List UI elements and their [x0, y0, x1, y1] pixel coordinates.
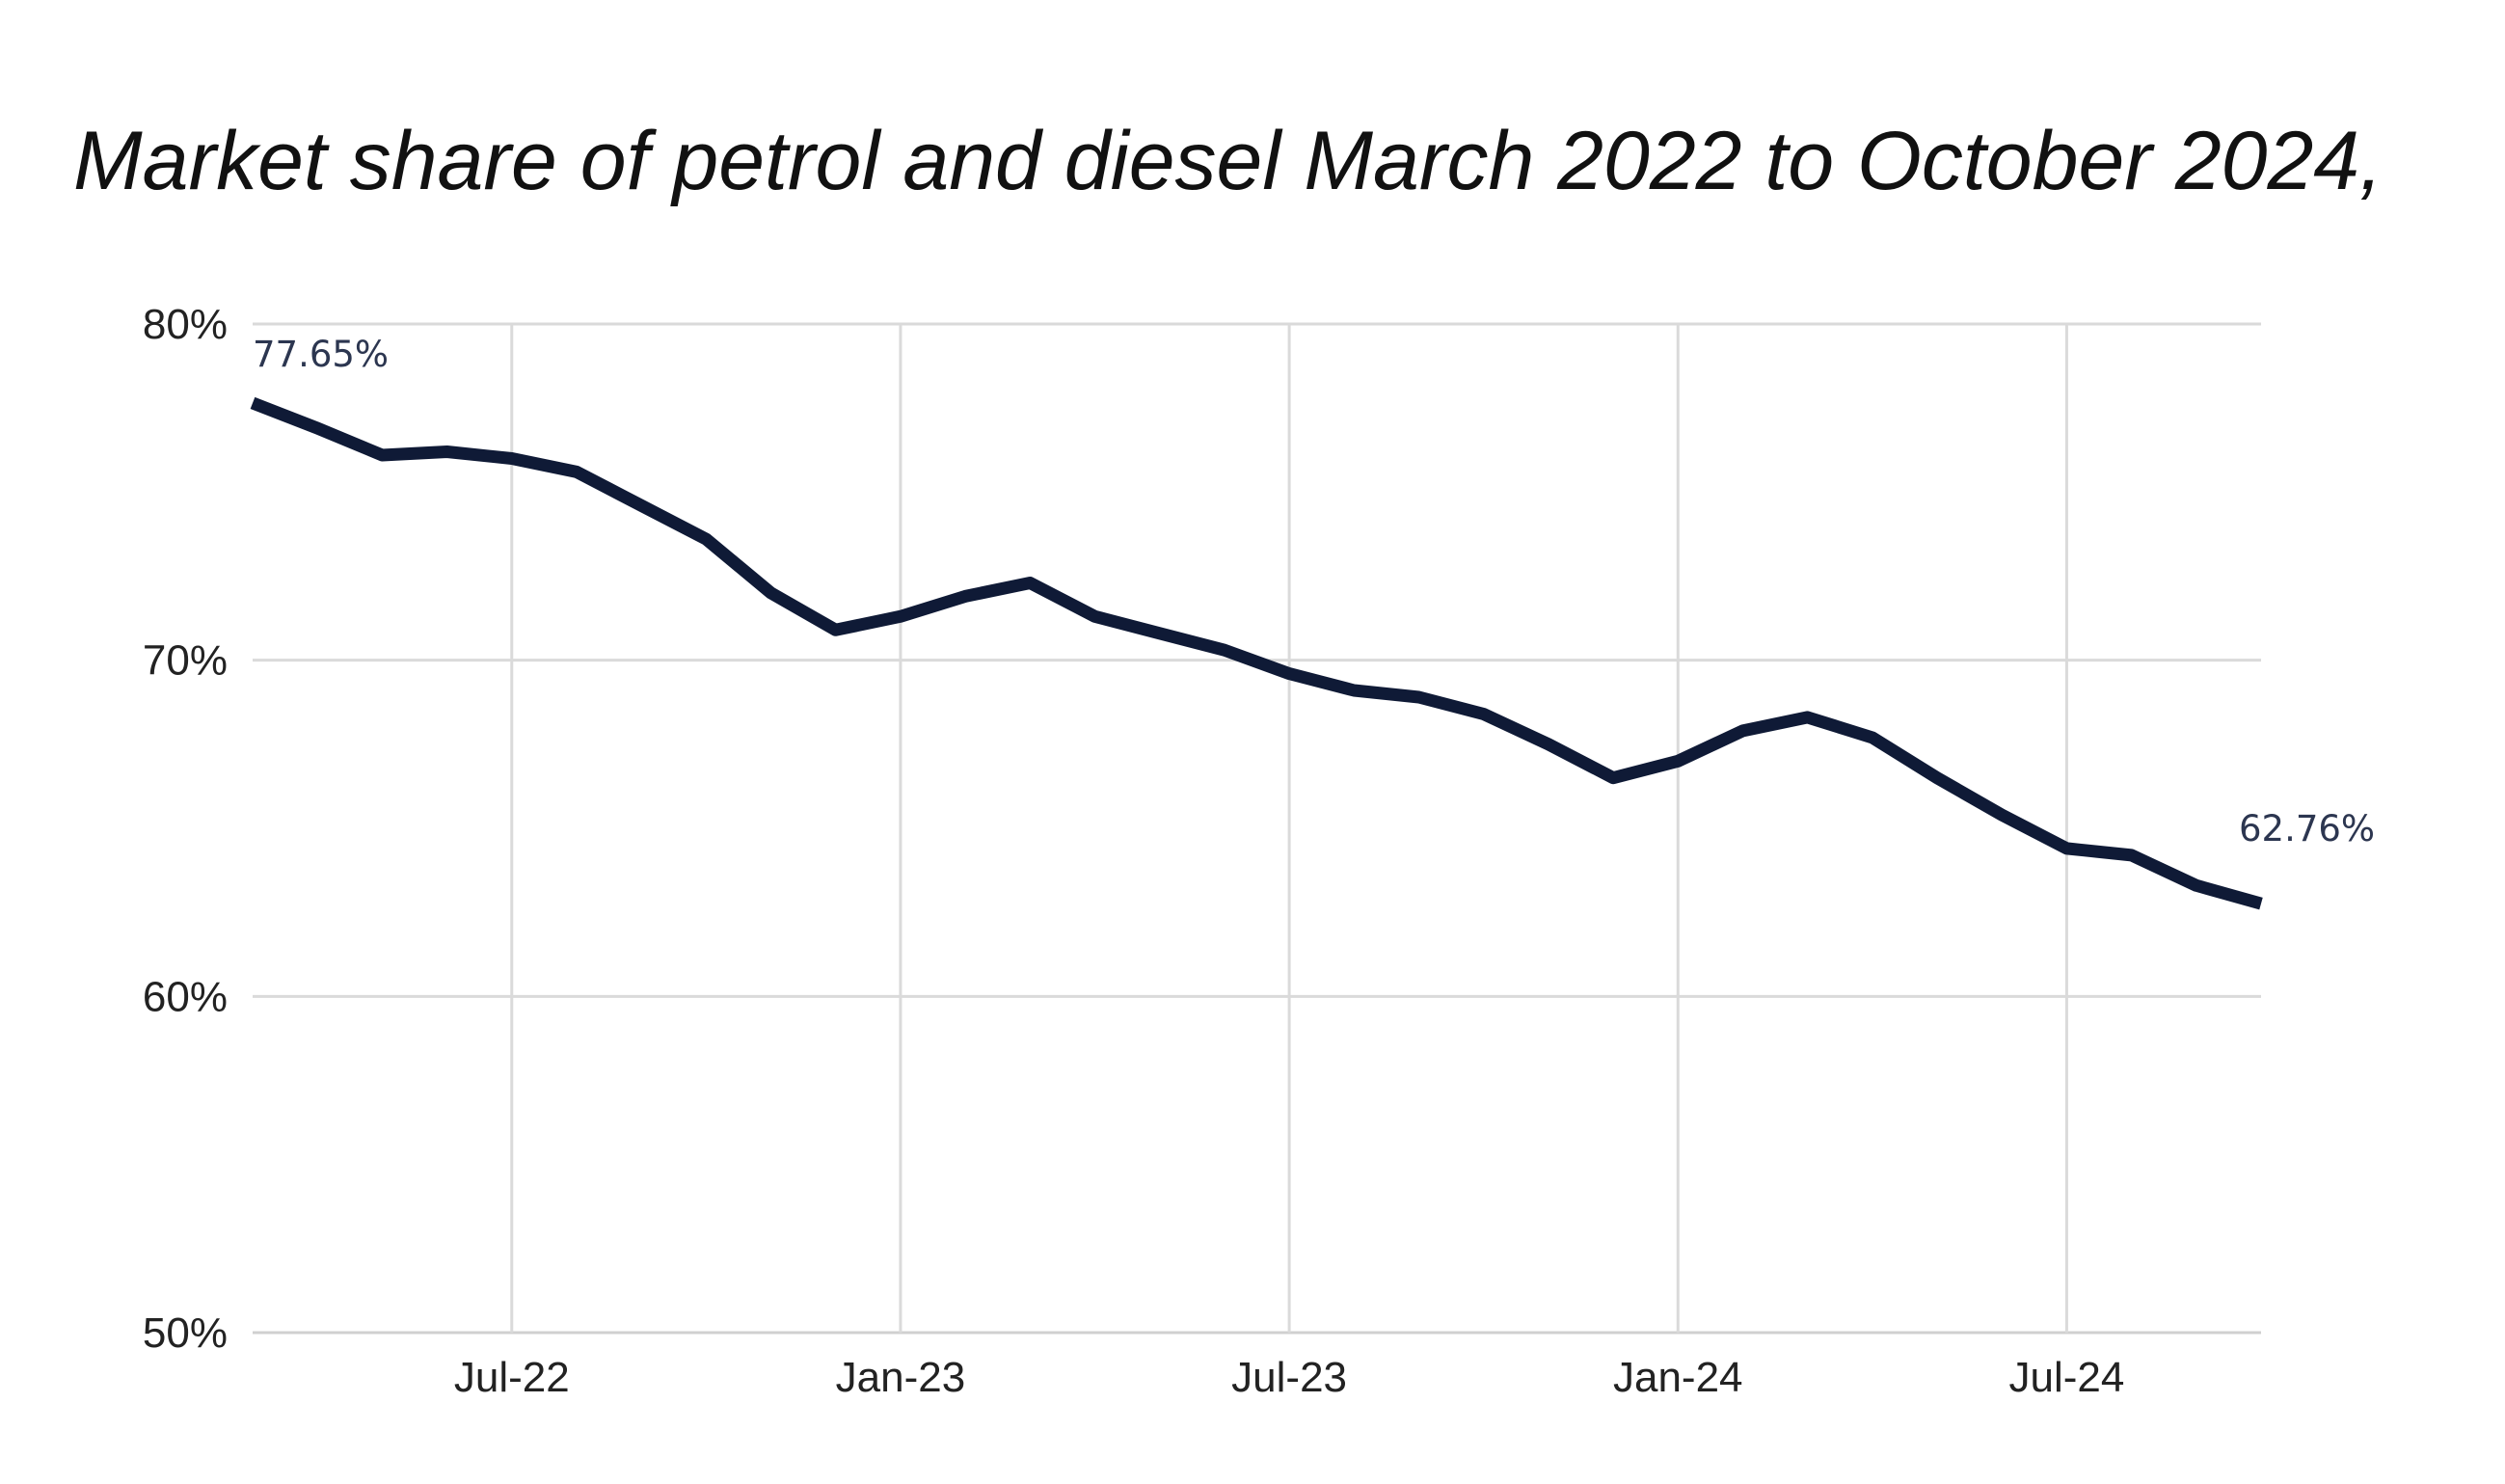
- x-tick-label: Jul-23: [1231, 1354, 1347, 1401]
- data-point: [700, 533, 712, 545]
- data-point: [2126, 850, 2138, 861]
- x-tick-label: Jan-24: [1613, 1354, 1743, 1401]
- data-point: [1802, 712, 1814, 723]
- y-tick-label: 60%: [143, 973, 228, 1020]
- x-tick-label: Jul-24: [2008, 1354, 2124, 1401]
- data-point: [442, 445, 453, 457]
- x-tick-label: Jan-23: [836, 1354, 966, 1401]
- data-point: [506, 452, 518, 464]
- data-point: [895, 610, 906, 622]
- data-point: [635, 499, 647, 511]
- data-point: [830, 624, 842, 635]
- data-point: [2191, 879, 2202, 891]
- data-point: [1154, 628, 1166, 639]
- data-point: [2255, 898, 2267, 909]
- data-point: [1283, 668, 1295, 680]
- data-point: [1024, 577, 1036, 588]
- y-tick-label: 80%: [143, 301, 228, 348]
- x-tick-label: Jul-22: [454, 1354, 570, 1401]
- label-layer: 80% 70% 60% 50% Jul-22 Jan-23 Jul-23 Jan-24 Jul-…: [143, 301, 2375, 1401]
- data-point: [247, 397, 258, 409]
- y-tick-label: 70%: [143, 637, 228, 685]
- data-point: [1413, 691, 1424, 703]
- data-point: [1090, 610, 1101, 622]
- data-point: [1219, 644, 1230, 656]
- series-line: [250, 396, 2263, 910]
- data-point: [766, 587, 777, 599]
- chart-title: Market share of petrol and diesel March …: [73, 115, 2384, 207]
- grid-layer: [253, 322, 2261, 1335]
- data-point: [1348, 685, 1360, 696]
- y-tick-label: 50%: [143, 1309, 228, 1357]
- data-point: [571, 466, 582, 477]
- data-point: [1672, 755, 1683, 767]
- data-label: 62.76%: [2239, 808, 2375, 850]
- data-point: [1931, 772, 1943, 784]
- data-point: [1543, 739, 1554, 750]
- data-label: 77.65%: [253, 334, 389, 375]
- data-point: [1478, 708, 1490, 719]
- data-point: [2061, 843, 2072, 854]
- line-layer: [247, 396, 2267, 910]
- data-point: [311, 422, 323, 434]
- data-point: [1607, 772, 1619, 784]
- data-point: [1737, 725, 1748, 737]
- data-point: [1867, 732, 1878, 743]
- data-point: [376, 449, 388, 461]
- data-point: [1996, 809, 2007, 821]
- data-point: [959, 590, 971, 602]
